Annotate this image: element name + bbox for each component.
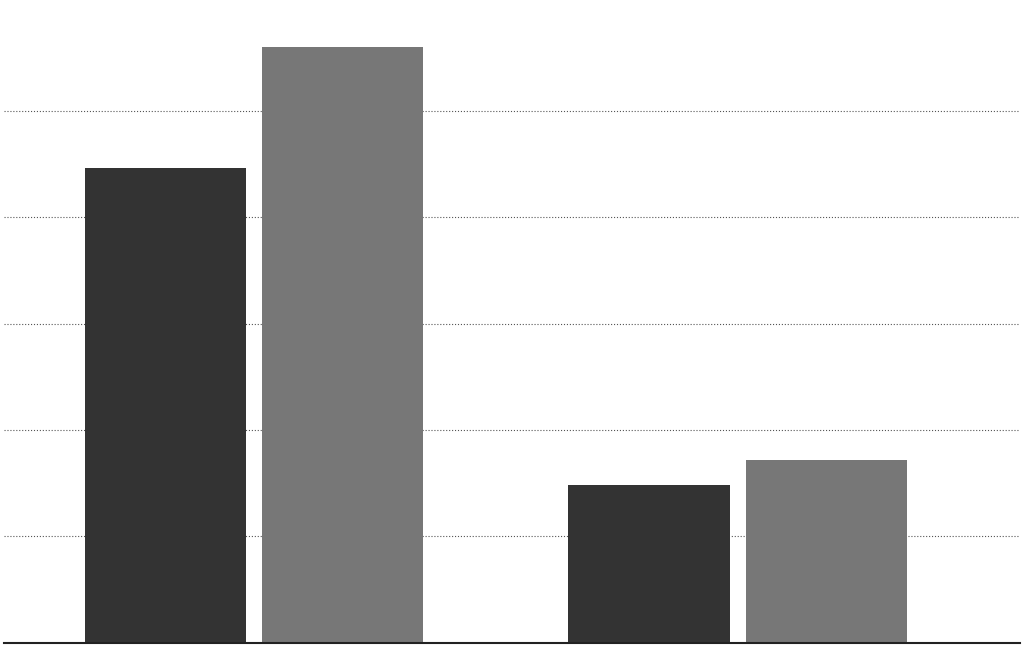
Bar (745, 461, 907, 643)
Bar (262, 47, 423, 643)
Bar (85, 168, 246, 643)
Bar (568, 485, 730, 643)
